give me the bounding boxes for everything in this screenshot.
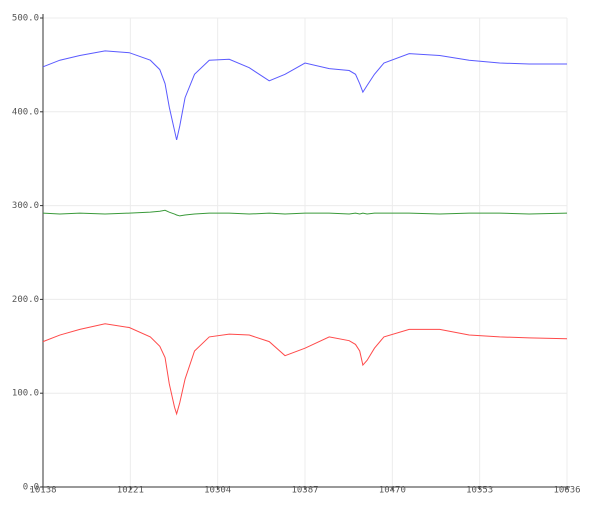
y-tick-label: 200.0 (12, 295, 39, 305)
series-line (42, 209, 568, 217)
x-tick-label: 10138 (29, 486, 56, 496)
y-tick-label: 100.0 (12, 389, 39, 399)
x-tick-label: 10553 (466, 486, 493, 496)
y-tick-label: 300.0 (12, 201, 39, 211)
x-tick-label: 10387 (291, 486, 318, 496)
y-tick-label: 500.0 (12, 14, 39, 24)
series-line (42, 50, 567, 141)
x-tick-label: 10304 (204, 486, 231, 496)
y-tick-label: 0.0 (23, 483, 39, 493)
series-line (42, 323, 568, 416)
x-tick-label: 10636 (553, 486, 580, 496)
x-tick-label: 10470 (379, 486, 406, 496)
x-tick-label: 10221 (117, 486, 144, 496)
y-tick-label: 400.0 (12, 107, 39, 117)
